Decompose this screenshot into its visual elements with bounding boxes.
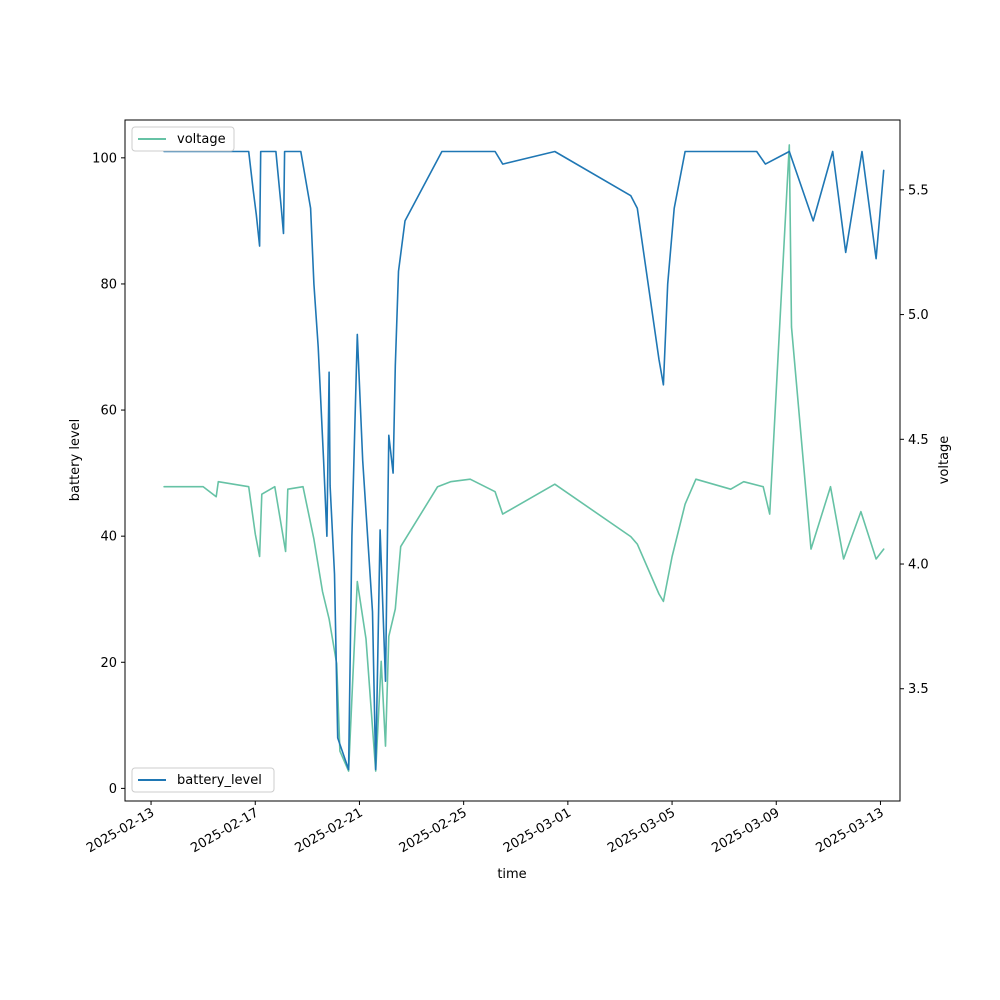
series-line-voltage [163,144,885,772]
plot-background [125,120,900,801]
y-axis-left: 0 20 40 60 80 100 [92,151,125,797]
y-left-tick-label: 20 [100,656,117,671]
x-tick-label: 2025-02-21 [293,805,366,856]
x-tick-label: 2025-03-09 [709,805,782,856]
legend-voltage-box [131,126,235,152]
y-axis-right-label: voltage [937,436,952,485]
y-left-tick-label: 0 [109,782,117,797]
y-left-tick-label: 100 [92,151,117,166]
x-tick-label: 2025-03-01 [501,805,574,856]
y-right-tick-label: 4.0 [908,558,929,573]
x-tick-label: 2025-02-17 [188,805,261,856]
x-tick-label: 2025-03-05 [605,805,678,856]
legend-battery-level-box [131,767,275,793]
x-axis-label: time [497,867,526,882]
legend-voltage: voltage [131,126,235,152]
y-left-tick-label: 40 [100,530,117,545]
y-right-tick-label: 5.0 [908,308,929,323]
legend-battery-level: battery_level [131,767,275,793]
y-left-tick-label: 80 [100,277,117,292]
y-axis-right: 3.5 4.0 4.5 5.0 5.5 [900,183,929,697]
x-tick-label: 2025-03-13 [814,805,887,856]
x-tick-label: 2025-02-25 [397,805,470,856]
y-right-tick-label: 5.5 [908,183,929,198]
series-layer [163,144,885,772]
y-right-tick-label: 4.5 [908,433,929,448]
plot-frame [124,119,901,802]
series-line-battery-level [163,150,885,771]
x-axis: 2025-02-13 2025-02-17 2025-02-21 2025-02-25… [84,801,887,856]
y-left-tick-label: 60 [100,404,117,419]
x-tick-label: 2025-02-13 [84,805,157,856]
legend-battery-level-label: battery_level [177,773,262,788]
legend-voltage-label: voltage [177,132,226,147]
y-right-tick-label: 3.5 [908,682,929,697]
y-axis-left-label: battery level [68,419,83,502]
